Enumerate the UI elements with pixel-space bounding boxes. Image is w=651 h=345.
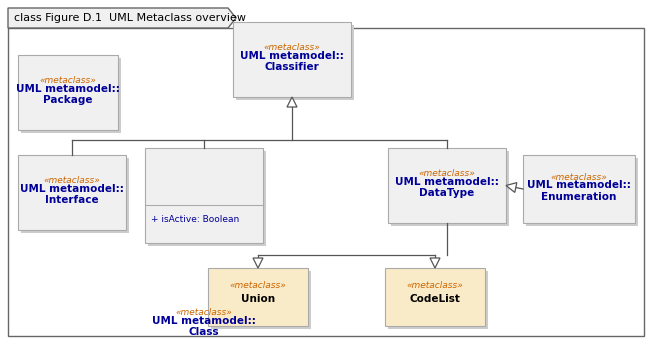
Text: UML metamodel::: UML metamodel:: [20, 184, 124, 194]
Bar [385, 268, 485, 326]
Bar [211, 271, 311, 329]
Text: UML metamodel::: UML metamodel:: [527, 180, 631, 190]
Polygon shape [287, 97, 297, 107]
Bar [208, 268, 308, 326]
Text: + isActive: Boolean: + isActive: Boolean [151, 215, 240, 224]
Bar [18, 155, 126, 230]
Text: CodeList: CodeList [409, 294, 460, 304]
Bar [236, 25, 354, 100]
Polygon shape [8, 8, 236, 28]
Bar [388, 271, 488, 329]
Bar [21, 58, 121, 133]
Text: «metaclass»: «metaclass» [230, 280, 286, 289]
Text: Union: Union [241, 294, 275, 304]
Text: «metaclass»: «metaclass» [44, 176, 100, 185]
Text: «metaclass»: «metaclass» [176, 308, 232, 317]
Text: Interface: Interface [45, 195, 99, 205]
Text: «metaclass»: «metaclass» [40, 76, 96, 85]
Bar [18, 55, 118, 130]
Bar [233, 22, 351, 97]
Text: «metaclass»: «metaclass» [407, 280, 464, 289]
Text: class Figure D.1  UML Metaclass overview: class Figure D.1 UML Metaclass overview [14, 13, 246, 23]
Bar [523, 155, 635, 223]
Bar [388, 148, 506, 223]
Bar [148, 151, 266, 246]
Text: «metaclass»: «metaclass» [419, 169, 475, 178]
Text: Enumeration: Enumeration [542, 191, 616, 201]
Text: Class: Class [189, 327, 219, 337]
Bar [8, 28, 644, 336]
Bar [526, 158, 638, 226]
Text: UML metamodel::: UML metamodel:: [16, 84, 120, 94]
Bar [391, 151, 509, 226]
Polygon shape [506, 183, 517, 193]
Text: «metaclass»: «metaclass» [264, 43, 320, 52]
Text: «metaclass»: «metaclass» [551, 172, 607, 181]
Polygon shape [430, 258, 440, 268]
Text: Package: Package [43, 95, 92, 105]
Text: UML metamodel::: UML metamodel:: [395, 177, 499, 187]
Text: UML metamodel::: UML metamodel:: [152, 316, 256, 326]
Polygon shape [253, 258, 263, 268]
Bar [21, 158, 129, 233]
Bar [145, 148, 263, 243]
Text: UML metamodel::: UML metamodel:: [240, 51, 344, 61]
Text: Classifier: Classifier [264, 62, 320, 72]
Text: DataType: DataType [419, 188, 475, 198]
